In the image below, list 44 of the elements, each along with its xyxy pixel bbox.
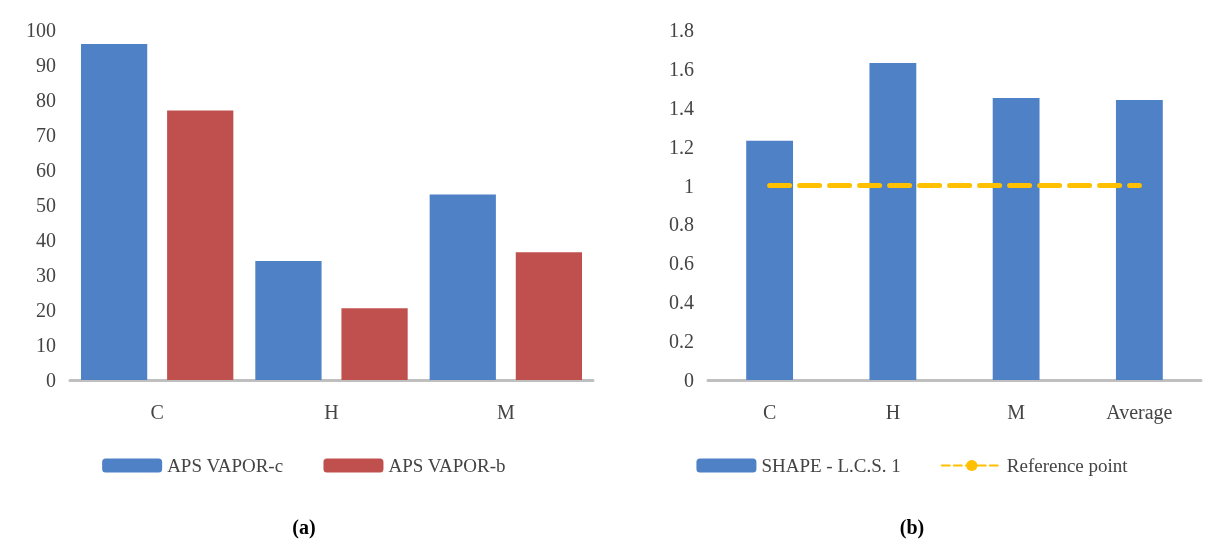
x-tick-label: M [496, 401, 515, 423]
y-tick-label: 0.6 [669, 252, 694, 275]
y-tick-label: 70 [36, 124, 56, 146]
legend-label: APS VAPOR-b [388, 455, 506, 476]
y-tick-label: 0.4 [669, 291, 694, 314]
bar [80, 44, 148, 380]
y-tick-label: 0 [684, 369, 694, 391]
y-tick-label: 10 [36, 334, 56, 356]
x-tick-label: Average [1106, 401, 1173, 424]
bar [992, 98, 1040, 380]
bar [869, 63, 917, 380]
y-tick-label: 80 [36, 89, 56, 111]
bar [515, 252, 583, 380]
y-tick-label: 1.8 [669, 19, 694, 41]
y-tick-label: 60 [36, 159, 56, 181]
x-tick-label: C [762, 401, 777, 423]
y-tick-label: 90 [36, 54, 56, 76]
y-tick-label: 100 [26, 19, 56, 41]
y-tick-label: 1.2 [669, 135, 694, 158]
bar [746, 140, 794, 380]
legend-label: APS VAPOR-c [167, 455, 284, 476]
x-tick-label: H [885, 401, 901, 423]
legend-label: Reference point [1006, 455, 1129, 476]
y-tick-label: 50 [36, 194, 56, 216]
y-tick-label: 0.2 [669, 330, 694, 353]
text: (a) [292, 516, 316, 539]
text: (b) [899, 516, 925, 539]
y-tick-label: 1 [684, 174, 694, 197]
y-tick-label: 1.6 [669, 57, 694, 80]
y-tick-label: 0 [46, 369, 56, 391]
x-tick-label: M [1007, 401, 1026, 423]
y-tick-label: 30 [36, 264, 56, 286]
y-tick-label: 40 [36, 229, 56, 251]
bar [1115, 100, 1163, 380]
x-tick-label: C [150, 401, 164, 423]
legend-label: SHAPE - L.C.S. 1 [761, 455, 901, 476]
bar [255, 261, 322, 380]
bar [341, 308, 408, 380]
x-tick-label: H [324, 401, 339, 423]
y-tick-label: 20 [36, 299, 56, 321]
y-tick-label: 0.8 [669, 213, 694, 236]
bar [429, 194, 496, 380]
bar [167, 110, 234, 380]
y-tick-label: 1.4 [669, 96, 694, 119]
